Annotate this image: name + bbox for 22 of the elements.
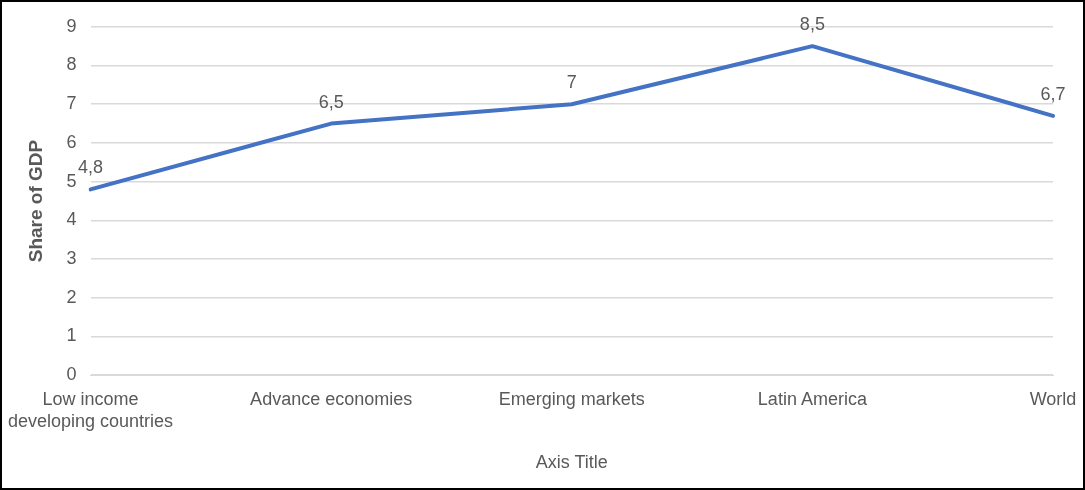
data-label: 4,8 (78, 157, 104, 178)
x-tick-label: Advance economies (250, 388, 413, 409)
data-label: 7 (566, 72, 577, 93)
x-tick-label: Emerging markets (498, 388, 645, 409)
data-label: 6,7 (1040, 83, 1066, 104)
y-tick-label: 6 (66, 131, 77, 152)
y-tick-label: 5 (66, 170, 77, 191)
x-tick-label: Latin America (757, 388, 868, 409)
y-tick-label: 4 (66, 209, 77, 230)
x-tick-label: World (1029, 388, 1077, 409)
y-tick-label: 0 (66, 364, 77, 385)
data-label: 6,5 (318, 91, 344, 112)
y-tick-label: 2 (66, 286, 77, 307)
y-tick-label: 1 (66, 325, 77, 346)
data-label: 8,5 (799, 14, 825, 35)
x-tick-label: Low income developing countries (7, 388, 174, 431)
x-axis-title: Axis Title (535, 452, 608, 473)
y-tick-label: 8 (66, 54, 77, 75)
y-tick-label: 3 (66, 248, 77, 269)
y-axis-title: Share of GDP (25, 139, 47, 263)
y-tick-label: 9 (66, 15, 77, 36)
y-tick-label: 7 (66, 93, 77, 114)
